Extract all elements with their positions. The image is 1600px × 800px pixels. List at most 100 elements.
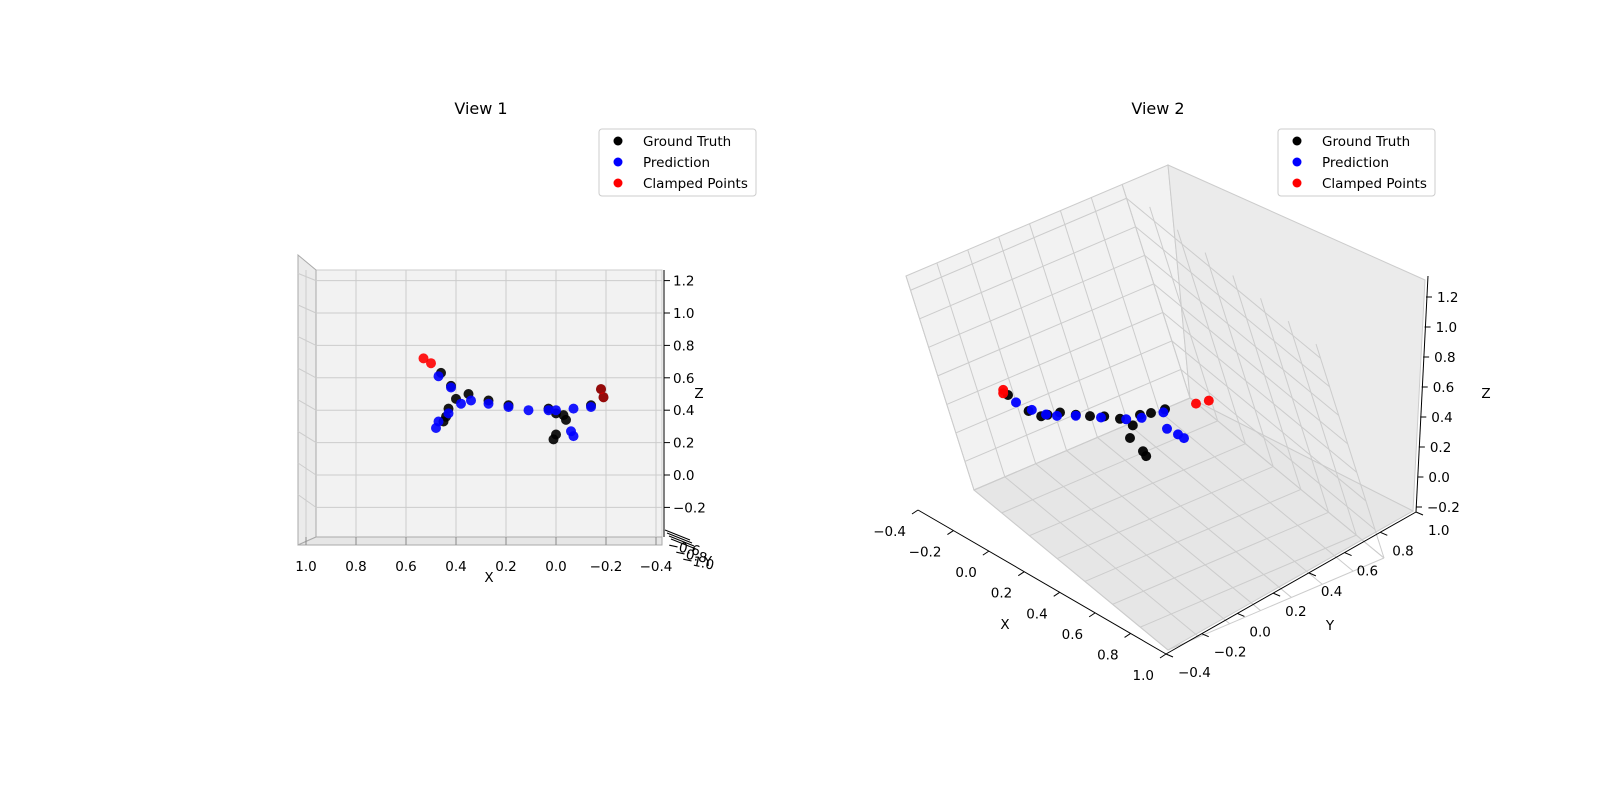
view1-z-tick-label: 0.8: [673, 338, 694, 354]
view1-legend-box: [598, 128, 757, 197]
view2-x-tick-label: 0.0: [955, 565, 976, 581]
view2-legend-marker-prediction: [1292, 157, 1302, 167]
view1-x-tick-label: 0.0: [545, 559, 566, 575]
view1-point-prediction: [568, 431, 579, 442]
view2-point-prediction: [1158, 407, 1169, 418]
view2-grid-line: [1158, 410, 1354, 572]
view2-y-tick-label: 0.2: [1285, 604, 1306, 620]
view2-point-prediction: [1026, 404, 1037, 415]
view2-grid-line: [936, 262, 1006, 478]
view2-grid-line: [1121, 183, 1191, 399]
view2-grid-line: [1004, 476, 1200, 638]
view1-z-tick-label: 1.0: [673, 306, 694, 322]
view1-point-prediction: [431, 423, 441, 433]
view1-x-ticks: 1.0 0.8 0.6 0.4 0.2 0.0 −0.2 −0.4: [295, 537, 672, 575]
view1-x-tick-label: 0.6: [395, 559, 416, 575]
view1-grid-side: [297, 399, 317, 411]
view1-point-ground-truth: [548, 434, 559, 445]
view2-x-tick-label: 0.8: [1097, 647, 1118, 663]
view2-grid-line: [1035, 463, 1231, 625]
view2-grid-line: [937, 283, 1154, 377]
view2-grid-line: [1140, 534, 1357, 628]
view1-point-prediction: [456, 398, 466, 409]
view1-grid-side: [297, 272, 317, 282]
view2-legend[interactable]: Ground Truth Prediction Clamped Points: [1277, 128, 1436, 197]
view2-grid-line: [1066, 450, 1261, 611]
view2-point-prediction: [1070, 410, 1081, 421]
view2-grid-line: [928, 254, 1145, 348]
view1-legend-prediction: Prediction: [643, 155, 710, 171]
view2-grid-line: [967, 249, 1037, 464]
view1-point-prediction: [483, 398, 494, 409]
view2-point-prediction: [1162, 423, 1172, 434]
view2-grid-line: [1097, 437, 1292, 598]
view2-legend-box: [1277, 128, 1436, 197]
view2-x-tick-label: −0.2: [909, 545, 942, 561]
view2-grid-line: [1153, 283, 1349, 445]
view1-x-tick-label: −0.2: [590, 559, 623, 575]
view2-x-tick-mark: [947, 530, 954, 535]
view2-y-tick-mark: [1237, 612, 1245, 617]
view2-y-tick-label: 0.0: [1249, 624, 1270, 640]
view2-point-prediction: [1096, 412, 1106, 423]
view2-title: View 2: [1131, 99, 1184, 118]
view2-grid-line: [1315, 343, 1385, 559]
view2-point-ground-truth: [1146, 408, 1156, 418]
view2-grid-line: [1287, 320, 1357, 536]
view2-x-tick-mark: [1159, 653, 1167, 659]
view1-y-label: Y: [703, 554, 713, 570]
view1-z-label: Z: [694, 386, 703, 402]
view2-grid-line: [1176, 229, 1246, 444]
view1-point-clamped-points: [598, 392, 609, 403]
view2-grid: [905, 183, 1385, 651]
view1-legend-marker-prediction: [613, 157, 623, 167]
view2-grid-line: [1135, 226, 1330, 388]
view2-legend-marker-ground-truth: [1292, 136, 1302, 146]
view2-legend-prediction: Prediction: [1322, 155, 1389, 171]
view2-z-label: Z: [1481, 386, 1490, 402]
view2-point-ground-truth: [1125, 433, 1135, 443]
view2-x-tick-label: 1.0: [1133, 668, 1154, 684]
view1-point-prediction: [433, 371, 444, 382]
view1-legend[interactable]: Ground Truth Prediction Clamped Points: [598, 128, 757, 197]
view2-y-tick-label: 0.4: [1321, 584, 1342, 600]
view2-grid-line: [1084, 488, 1302, 582]
view1-title: View 1: [454, 99, 507, 118]
view2-grid-line: [1149, 206, 1219, 422]
view2-y-tick-mark: [1272, 592, 1281, 597]
view1-point-prediction: [443, 408, 454, 419]
view2-point-prediction: [1179, 433, 1189, 444]
view1-point-prediction: [568, 403, 579, 414]
view2-x-axis-line: [917, 509, 1167, 655]
view2-points: [998, 384, 1214, 462]
view1-grid-side: [297, 336, 317, 346]
view2-grid-line: [905, 275, 975, 491]
view2-point-clamped-points: [998, 388, 1009, 399]
view2-x-ticks: −0.4−0.2 0.0 0.2 0.4 0.6 0.8 1.0: [873, 509, 1167, 684]
view2-grid-line: [1171, 340, 1367, 502]
view2-grid-line: [1028, 223, 1098, 438]
view1-x-label: X: [484, 570, 493, 586]
view2-z-tick-label: 0.2: [1430, 440, 1451, 456]
view2-x-tick-label: 0.2: [991, 586, 1012, 602]
view2-point-prediction: [1041, 409, 1051, 420]
view2-point-prediction: [1011, 397, 1021, 408]
view1-z-tick-label: 0.6: [673, 371, 694, 387]
view1-legend-marker-ground-truth: [613, 136, 623, 146]
view2-grid-line: [1189, 397, 1385, 559]
view1-point-clamped-points: [418, 353, 429, 364]
view1-grid-side: [297, 462, 317, 476]
view2-z-ticks: 1.2 1.0 0.8 0.6 0.4 0.2 0.0 −0.2: [1416, 290, 1460, 516]
view1-axes: View 1 1.2 1.0 0.8 0.6 0.4 0.2 0.0 −0.2 1.0 0.8 0…: [295, 99, 757, 586]
view2-point-ground-truth: [1127, 420, 1138, 431]
view2-y-tick-mark: [1344, 552, 1352, 557]
svg-text:−0.8: −0.8: [673, 544, 708, 566]
view2-z-tick-label: 0.4: [1431, 410, 1452, 426]
view1-z-tick-label: −0.2: [673, 500, 706, 516]
view2-z-tick-label: 0.0: [1428, 470, 1449, 486]
view1-y-ticks: −0.6 −0.8 −1.0: [664, 529, 716, 574]
view2-y-tick-mark: [1415, 511, 1424, 516]
view1-point-prediction: [503, 402, 514, 412]
view2-grid-line: [910, 197, 1127, 291]
view2-point-prediction: [1136, 412, 1147, 423]
